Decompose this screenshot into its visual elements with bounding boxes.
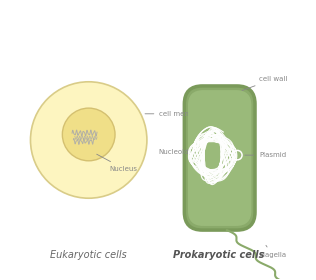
Text: Prokaryotic cells: Prokaryotic cells <box>173 250 265 260</box>
Text: Plasmid: Plasmid <box>245 152 286 158</box>
Text: Eukaryotic cells: Eukaryotic cells <box>50 250 127 260</box>
Text: cell wall: cell wall <box>242 76 288 90</box>
FancyBboxPatch shape <box>188 90 252 226</box>
Text: Nucleus: Nucleus <box>97 154 138 172</box>
Circle shape <box>30 82 147 198</box>
Text: Nucleoid: Nucleoid <box>158 149 195 155</box>
Circle shape <box>62 108 115 161</box>
Text: cell membrane: cell membrane <box>145 111 212 117</box>
Text: Flagella: Flagella <box>259 245 286 258</box>
FancyBboxPatch shape <box>184 86 255 230</box>
